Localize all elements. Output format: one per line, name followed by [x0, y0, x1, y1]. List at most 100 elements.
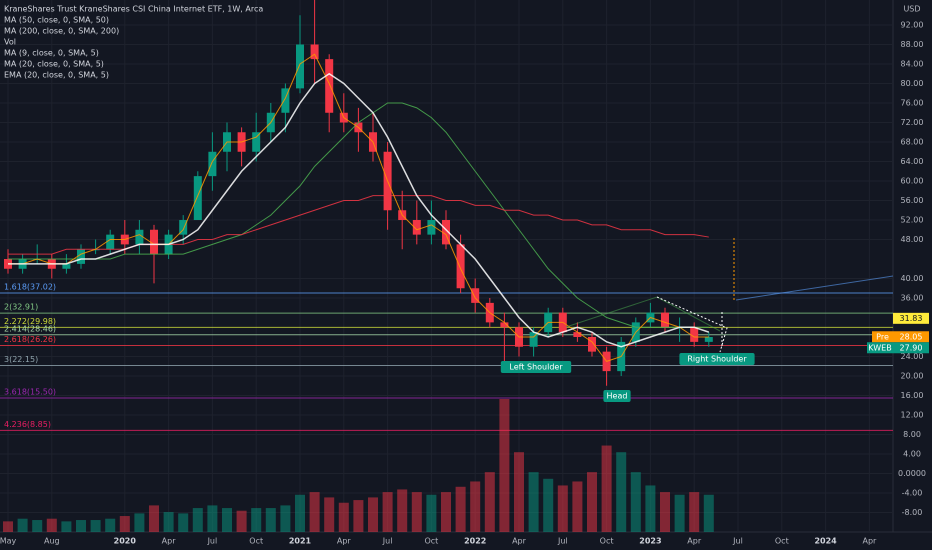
- y-tick-label: 92.00: [901, 21, 924, 30]
- price-tag: [893, 312, 929, 324]
- candle-body: [412, 220, 421, 235]
- price-tag-name: Pre: [876, 332, 889, 341]
- y-tick-label: 64.00: [901, 157, 924, 166]
- volume-bar: [192, 508, 203, 532]
- legend: KraneShares Trust KraneShares CSI China …: [4, 5, 263, 80]
- ma-line: [8, 102, 709, 328]
- price-tag-label: 31.83: [900, 314, 923, 323]
- currency: USD: [903, 5, 920, 14]
- legend-entry: EMA (20, close, 0, SMA, 5): [4, 71, 109, 80]
- y-tick-label: 0.0000: [898, 469, 926, 478]
- candle-body: [106, 234, 115, 250]
- annotation-label: Left Shoulder: [509, 363, 563, 372]
- volume-bar: [397, 489, 408, 532]
- volume-bar: [324, 497, 335, 532]
- x-tick-label: 2024: [814, 537, 837, 546]
- fib-label: 2.272(29.98): [4, 317, 56, 326]
- candle-body: [471, 288, 480, 303]
- volume-bar: [163, 512, 174, 532]
- volume-bar: [484, 472, 495, 532]
- volume-bar: [645, 485, 656, 532]
- x-tick-label: 2020: [114, 537, 137, 546]
- fib-label: 2(32.91): [4, 303, 38, 312]
- volume-bar: [514, 452, 524, 532]
- y-tick-label: 80.00: [901, 79, 924, 88]
- projection-line: [735, 275, 894, 301]
- volume-bar: [543, 478, 554, 532]
- y-tick-label: 72.00: [901, 118, 924, 127]
- volume-bar: [76, 520, 86, 532]
- y-tick-label: 56.00: [901, 196, 924, 205]
- fib-levels: 1.618(37.02) 2(32.91) 2.272(29.98)2.414(28…: [0, 283, 893, 431]
- price-tag: [893, 342, 929, 354]
- x-tick-label: Aug: [44, 537, 60, 546]
- legend-entry: Vol: [4, 38, 16, 47]
- candle-body: [208, 151, 217, 177]
- volume-bar: [587, 472, 597, 532]
- ma-lines: [8, 53, 710, 362]
- x-tick-label: Oct: [249, 537, 263, 546]
- annotation-label: Right Shoulder: [687, 355, 747, 364]
- x-tick-label: Apr: [862, 537, 877, 546]
- y-tick-label: 40.00: [901, 274, 924, 283]
- candle-body: [529, 332, 538, 347]
- candle-body: [442, 220, 450, 245]
- annotations: Left Shoulder Head Right Shoulder: [500, 353, 755, 402]
- y-tick-label: 4.00: [903, 450, 921, 459]
- legend-entry: MA (9, close, 0, SMA, 5): [4, 49, 99, 58]
- volume-bar: [178, 513, 189, 532]
- x-tick-label: Jul: [732, 537, 743, 546]
- volume-bar: [353, 500, 364, 532]
- candle-body: [296, 44, 304, 89]
- x-tick-label: 2022: [464, 537, 486, 546]
- volume-bar: [499, 399, 510, 532]
- x-tick-label: Apr: [337, 537, 352, 546]
- candle-body: [573, 332, 582, 338]
- x-tick-label: Oct: [775, 537, 789, 546]
- axes: 92.00 88.00 84.00 80.00 76.00 72.00 68.00 64.00…: [0, 21, 929, 546]
- annotation-box: [679, 353, 755, 365]
- volume-bar: [32, 520, 43, 532]
- volume-bar: [280, 505, 291, 532]
- x-tick-label: Apr: [162, 537, 177, 546]
- candle-body: [427, 220, 436, 235]
- candle-body: [62, 263, 71, 269]
- x-tick-label: Oct: [424, 537, 438, 546]
- volume-bar: [470, 481, 481, 532]
- candle-body: [500, 322, 509, 328]
- volume-bar: [455, 486, 466, 532]
- volume-bar: [601, 445, 612, 532]
- volume-bar: [660, 492, 670, 532]
- y-tick-label: 60.00: [901, 177, 924, 186]
- y-tick-label: 36.00: [901, 294, 924, 303]
- x-tick-label: Jul: [382, 537, 393, 546]
- volume-bar: [207, 505, 218, 532]
- x-tick-label: 2021: [289, 537, 312, 546]
- volume-bar: [3, 521, 13, 532]
- volume-bar: [105, 518, 116, 532]
- annotation-box: [603, 390, 631, 402]
- volume-bar: [119, 516, 130, 532]
- x-tick-label: May: [0, 537, 17, 546]
- legend-entry: MA (200, close, 0, SMA, 200): [4, 27, 119, 36]
- volume-bar: [674, 494, 685, 532]
- volume-bar: [46, 518, 57, 532]
- annotation-label: Head: [607, 392, 628, 401]
- fib-label: 1.618(37.02): [4, 283, 56, 292]
- price-tag: [893, 331, 929, 343]
- candle-body: [179, 220, 188, 235]
- volume-bar: [90, 520, 101, 532]
- volume-bar: [411, 492, 422, 532]
- y-tick-label: 76.00: [901, 99, 924, 108]
- x-tick-label: Oct: [600, 537, 614, 546]
- y-tick-label: 48.00: [901, 235, 924, 244]
- volume-bar: [630, 472, 641, 532]
- volume-bar: [528, 472, 539, 532]
- volume-bar: [61, 521, 72, 532]
- volume-bar: [338, 502, 349, 532]
- volume-bar: [265, 508, 276, 532]
- candle-body: [150, 229, 158, 255]
- legend-entry: MA (50, close, 0, SMA, 50): [4, 16, 109, 25]
